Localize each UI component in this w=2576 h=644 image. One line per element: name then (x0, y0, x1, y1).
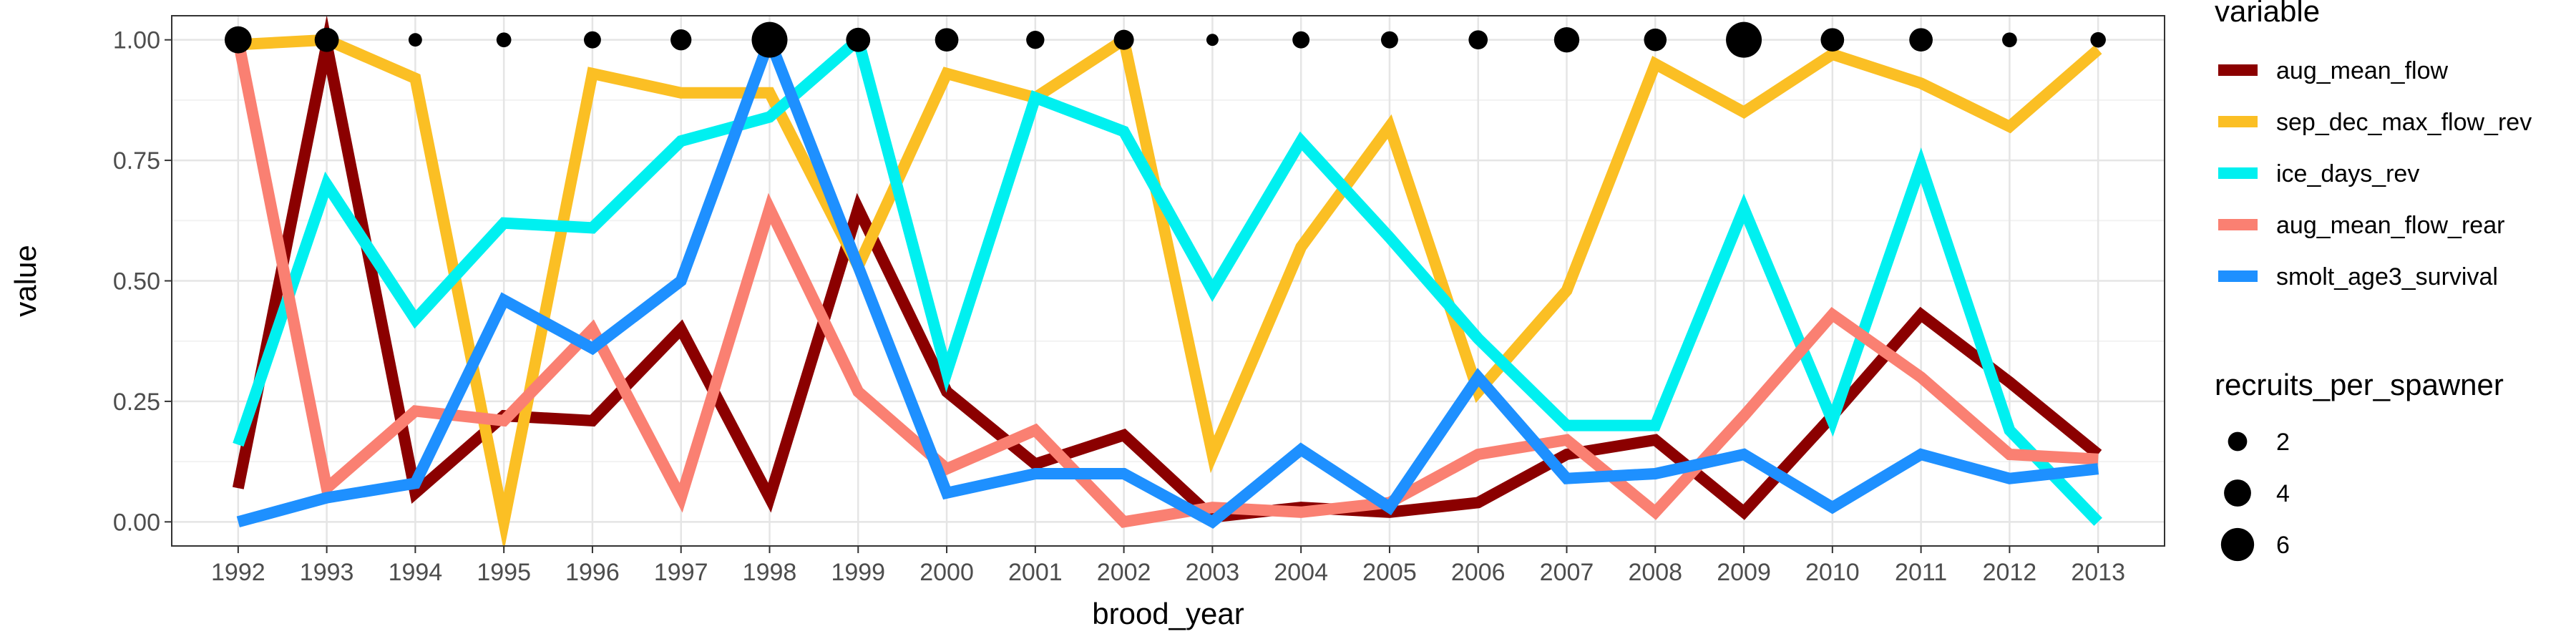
recruits-point (408, 33, 422, 47)
legend-size-key (2228, 431, 2248, 452)
y-tick-label: 0.75 (113, 147, 160, 175)
recruits-point (670, 29, 692, 51)
x-tick-label: 1993 (300, 559, 354, 586)
recruits-point (751, 21, 788, 58)
x-tick-label: 2004 (1274, 559, 1328, 586)
x-tick-label: 2013 (2071, 559, 2125, 586)
x-tick-label: 1994 (389, 559, 443, 586)
legend-label-aug-mean-flow-rear: aug_mean_flow_rear (2276, 212, 2504, 239)
x-tick-label: 1998 (743, 559, 797, 586)
recruits-point (1113, 29, 1134, 50)
x-tick-label: 1997 (654, 559, 708, 586)
y-axis-ticks: 0.00 0.25 0.50 0.75 1.00 (113, 27, 172, 536)
x-tick-label: 2012 (1983, 559, 2037, 586)
recruits-point (1553, 27, 1580, 53)
legend-size-label: 4 (2276, 480, 2290, 507)
recruits-point (1726, 21, 1762, 58)
legend-size-key (2220, 527, 2255, 562)
series-line-aug-mean-flow (232, 15, 2102, 523)
x-tick-label: 1999 (831, 559, 885, 586)
recruits-point (224, 26, 252, 54)
y-tick-label: 1.00 (113, 27, 160, 54)
x-axis-title: brood_year (1092, 597, 1244, 630)
recruits-point (1206, 34, 1219, 47)
y-tick-label: 0.00 (113, 509, 160, 536)
legend-variable-title: variable (2215, 0, 2320, 28)
x-tick-label: 1995 (477, 559, 531, 586)
x-tick-label: 1996 (565, 559, 620, 586)
recruits-point (583, 31, 601, 49)
legend-label-aug-mean-flow: aug_mean_flow (2276, 57, 2449, 84)
recruits-points (224, 21, 2106, 58)
x-tick-label: 2007 (1540, 559, 1594, 586)
recruits-point (846, 27, 871, 52)
legend-size-label: 6 (2276, 532, 2290, 559)
grid-major (172, 16, 2165, 546)
recruits-point (1644, 28, 1667, 52)
x-tick-label: 1992 (211, 559, 265, 586)
legend-label-ice-days-rev: ice_days_rev (2276, 160, 2419, 187)
recruits-point (1468, 30, 1488, 50)
legend-size-label: 2 (2276, 429, 2290, 456)
recruits-point (314, 27, 339, 52)
recruits-point (1380, 31, 1398, 49)
series-line-smolt-age3-survival (236, 24, 2099, 529)
legend-variable: variable aug_mean_flow sep_dec_max_flow_r… (2215, 0, 2532, 291)
recruits-point (935, 28, 959, 52)
recruits-point (2090, 31, 2106, 48)
legend-recruits-per-spawner: recruits_per_spawner 2 4 6 (2215, 368, 2504, 562)
x-tick-label: 2008 (1628, 559, 1682, 586)
series-line-aug-mean-flow-rear (232, 39, 2099, 528)
recruits-point (1820, 28, 1845, 52)
x-tick-label: 2009 (1717, 559, 1771, 586)
series-line-sep-dec-max-flow-rev (238, 30, 2102, 552)
recruits-point (1026, 31, 1045, 49)
x-tick-label: 2000 (919, 559, 974, 586)
x-tick-label: 2001 (1008, 559, 1063, 586)
x-axis-ticks: 1992 1993 1994 1995 1996 1997 1998 1999 2000 2001… (211, 546, 2125, 586)
series-lines (232, 15, 2102, 552)
series-line-ice-days-rev (233, 29, 2102, 526)
legend-label-smolt-age3-survival: smolt_age3_survival (2276, 263, 2498, 291)
x-tick-label: 2011 (1895, 559, 1947, 586)
y-tick-label: 0.50 (113, 268, 160, 296)
y-axis-title: value (9, 245, 42, 316)
recruits-point (2002, 32, 2017, 48)
recruits-point (1292, 31, 1310, 49)
x-tick-label: 2010 (1805, 559, 1860, 586)
recruits-point (496, 32, 512, 48)
legend-size-title: recruits_per_spawner (2215, 368, 2504, 401)
y-tick-label: 0.25 (113, 389, 160, 416)
legend-size-key (2224, 479, 2251, 507)
x-tick-label: 2003 (1186, 559, 1240, 586)
x-tick-label: 2005 (1362, 559, 1417, 586)
legend-label-sep-dec-max-flow-rev: sep_dec_max_flow_rev (2276, 109, 2532, 136)
x-tick-label: 2006 (1451, 559, 1506, 586)
x-tick-label: 2002 (1097, 559, 1151, 586)
recruits-point (1909, 28, 1933, 52)
